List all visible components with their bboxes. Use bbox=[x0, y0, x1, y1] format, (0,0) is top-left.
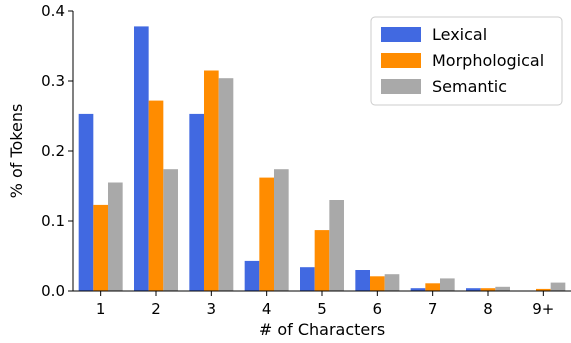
bar-morphological-3 bbox=[204, 70, 219, 291]
bar-semantic-8 bbox=[495, 286, 510, 291]
y-tick-label: 0.0 bbox=[41, 282, 65, 300]
x-axis-label: # of Characters bbox=[259, 320, 385, 339]
legend-label-lexical: Lexical bbox=[432, 25, 487, 44]
bar-morphological-2 bbox=[148, 100, 164, 291]
bar-morphological-9+ bbox=[536, 288, 551, 291]
bar-semantic-1 bbox=[108, 182, 123, 291]
x-tick-label: 3 bbox=[207, 300, 217, 318]
y-tick-label: 0.2 bbox=[41, 142, 65, 160]
bar-lexical-3 bbox=[189, 113, 204, 292]
bar-semantic-9+ bbox=[550, 282, 566, 291]
bar-lexical-7 bbox=[410, 288, 426, 291]
x-tick-label: 7 bbox=[428, 300, 438, 318]
bar-semantic-4 bbox=[274, 169, 289, 291]
x-tick-label: 2 bbox=[151, 300, 161, 318]
legend-swatch-lexical bbox=[381, 27, 421, 42]
bar-semantic-6 bbox=[384, 274, 400, 291]
bar-semantic-2 bbox=[163, 169, 178, 291]
legend-label-semantic: Semantic bbox=[432, 77, 507, 96]
legend: Lexical Morphological Semantic bbox=[370, 16, 563, 106]
bar-morphological-6 bbox=[370, 276, 385, 291]
legend-swatch-semantic bbox=[381, 79, 421, 94]
ticks-group: 0.0 0.1 0.2 0.3 0.4 1 2 3 4 5 6 7 8 9+ bbox=[41, 2, 554, 318]
legend-swatch-morphological bbox=[381, 53, 421, 68]
bar-morphological-5 bbox=[314, 230, 330, 291]
bar-semantic-5 bbox=[329, 200, 344, 291]
bar-lexical-2 bbox=[134, 26, 149, 292]
y-tick-label: 0.3 bbox=[41, 72, 65, 90]
y-axis-label: % of Tokens bbox=[7, 104, 26, 199]
x-tick-label: 9+ bbox=[532, 300, 554, 318]
bar-morphological-8 bbox=[480, 288, 496, 291]
x-tick-label: 8 bbox=[483, 300, 493, 318]
bar-semantic-3 bbox=[218, 78, 234, 291]
bar-lexical-8 bbox=[466, 288, 481, 291]
bars-group bbox=[78, 26, 566, 292]
bar-lexical-1 bbox=[78, 113, 94, 292]
bar-morphological-7 bbox=[425, 283, 440, 291]
x-tick-label: 5 bbox=[317, 300, 327, 318]
y-tick-label: 0.1 bbox=[41, 212, 65, 230]
y-tick-label: 0.4 bbox=[41, 2, 65, 20]
legend-label-morphological: Morphological bbox=[432, 51, 544, 70]
x-tick-label: 6 bbox=[373, 300, 383, 318]
x-tick-label: 1 bbox=[96, 300, 106, 318]
bar-lexical-4 bbox=[244, 260, 260, 291]
bar-lexical-5 bbox=[300, 267, 315, 291]
bar-morphological-4 bbox=[259, 177, 274, 291]
bar-lexical-6 bbox=[355, 270, 370, 291]
bar-morphological-1 bbox=[93, 204, 108, 291]
x-tick-label: 4 bbox=[262, 300, 272, 318]
bar-semantic-7 bbox=[440, 278, 455, 291]
